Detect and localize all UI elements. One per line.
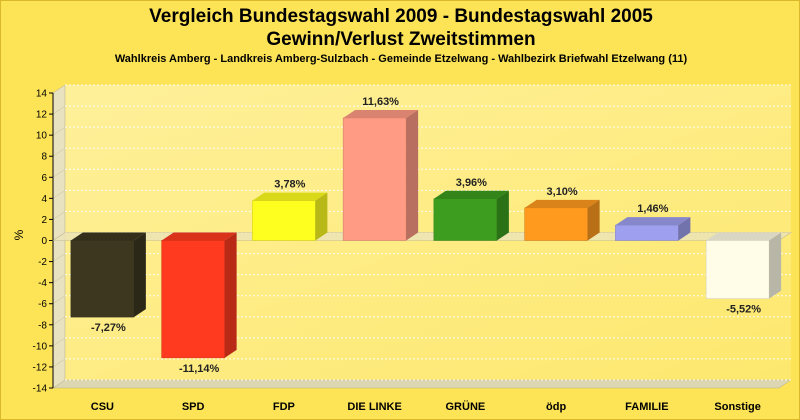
x-tick-label: DIE LINKE xyxy=(347,401,401,413)
gridline-side xyxy=(52,211,66,220)
x-tick-label: FDP xyxy=(273,401,295,413)
y-tick-label: 0 xyxy=(41,236,47,247)
y-axis-label: % xyxy=(12,229,26,240)
y-tick-label: 6 xyxy=(41,173,47,184)
data-label: 11,63% xyxy=(362,96,399,108)
chart-subtitle: Wahlkreis Amberg - Landkreis Amberg-Sulz… xyxy=(114,53,688,65)
y-tick-label: 4 xyxy=(41,194,47,205)
gridline-side xyxy=(52,358,66,368)
y-tick-label: -4 xyxy=(38,278,47,289)
bar-side xyxy=(678,217,691,241)
plot-floor xyxy=(52,379,792,389)
gridline-side xyxy=(52,169,66,178)
bar-top xyxy=(615,217,691,226)
bar-side xyxy=(406,109,419,241)
gridline-side xyxy=(52,148,66,157)
gridline-side xyxy=(52,105,66,115)
y-tick-label: 10 xyxy=(36,131,48,142)
x-tick-label: SPD xyxy=(182,401,205,413)
bar-side xyxy=(769,232,782,299)
y-tick-label: 12 xyxy=(36,110,48,121)
data-label: 3,96% xyxy=(456,177,487,189)
data-label: 1,46% xyxy=(637,203,668,215)
bar-front xyxy=(252,200,316,241)
bar-top xyxy=(524,199,600,208)
x-tick-label: GRÜNE xyxy=(446,400,486,413)
bar-front xyxy=(433,198,498,241)
bar-front xyxy=(161,240,225,359)
y-tick-label: 14 xyxy=(36,89,48,100)
data-label: -5,52% xyxy=(726,304,761,316)
bar-side xyxy=(133,232,146,318)
data-label: -11,14% xyxy=(179,363,220,375)
y-tick-label: -10 xyxy=(33,341,48,352)
gridline-side xyxy=(52,84,66,94)
bar-top xyxy=(70,232,146,241)
bar-side xyxy=(496,190,509,241)
y-tick-label: 8 xyxy=(41,152,47,163)
bar-front xyxy=(342,117,407,241)
data-label: -7,27% xyxy=(91,322,126,334)
gridline-side xyxy=(52,253,66,262)
gridline-side xyxy=(52,295,66,304)
x-tick-label: ödp xyxy=(546,401,566,413)
chart-title: Vergleich Bundestagswahl 2009 - Bundesta… xyxy=(1,5,800,51)
gridline-side xyxy=(52,337,66,347)
chart-title-line-1: Vergleich Bundestagswahl 2009 - Bundesta… xyxy=(149,6,653,27)
bar-front xyxy=(70,240,135,318)
bar-top xyxy=(433,190,509,199)
y-tick-label: -8 xyxy=(38,320,47,331)
bar-top xyxy=(161,232,237,241)
data-label: 3,10% xyxy=(547,186,578,198)
y-tick-label: -6 xyxy=(38,299,47,310)
gridline-side xyxy=(52,126,66,136)
bar-front xyxy=(615,224,679,241)
x-tick-label: FAMILIE xyxy=(625,401,668,413)
x-tick-label: CSU xyxy=(91,401,114,413)
data-label: 3,78% xyxy=(274,179,305,191)
y-tick-label: -2 xyxy=(38,257,47,268)
bar-side xyxy=(587,199,600,241)
y-tick-label: 2 xyxy=(41,215,47,226)
bar-top xyxy=(343,109,419,118)
gridline-side xyxy=(52,190,66,199)
y-tick-label: -14 xyxy=(33,384,48,395)
bar-top xyxy=(706,232,782,241)
bar-front xyxy=(524,207,588,241)
y-tick-label: -12 xyxy=(33,362,48,373)
bar-side xyxy=(224,232,237,358)
x-tick-label: Sonstige xyxy=(714,401,760,413)
bar-side xyxy=(315,192,328,241)
gridline-side xyxy=(52,316,66,325)
chart-title-line-2: Gewinn/Verlust Zweitstimmen xyxy=(266,29,536,50)
gridline-side xyxy=(52,379,66,389)
gridline-side xyxy=(52,274,66,283)
bar-front xyxy=(705,240,770,299)
bar-top xyxy=(252,192,328,201)
